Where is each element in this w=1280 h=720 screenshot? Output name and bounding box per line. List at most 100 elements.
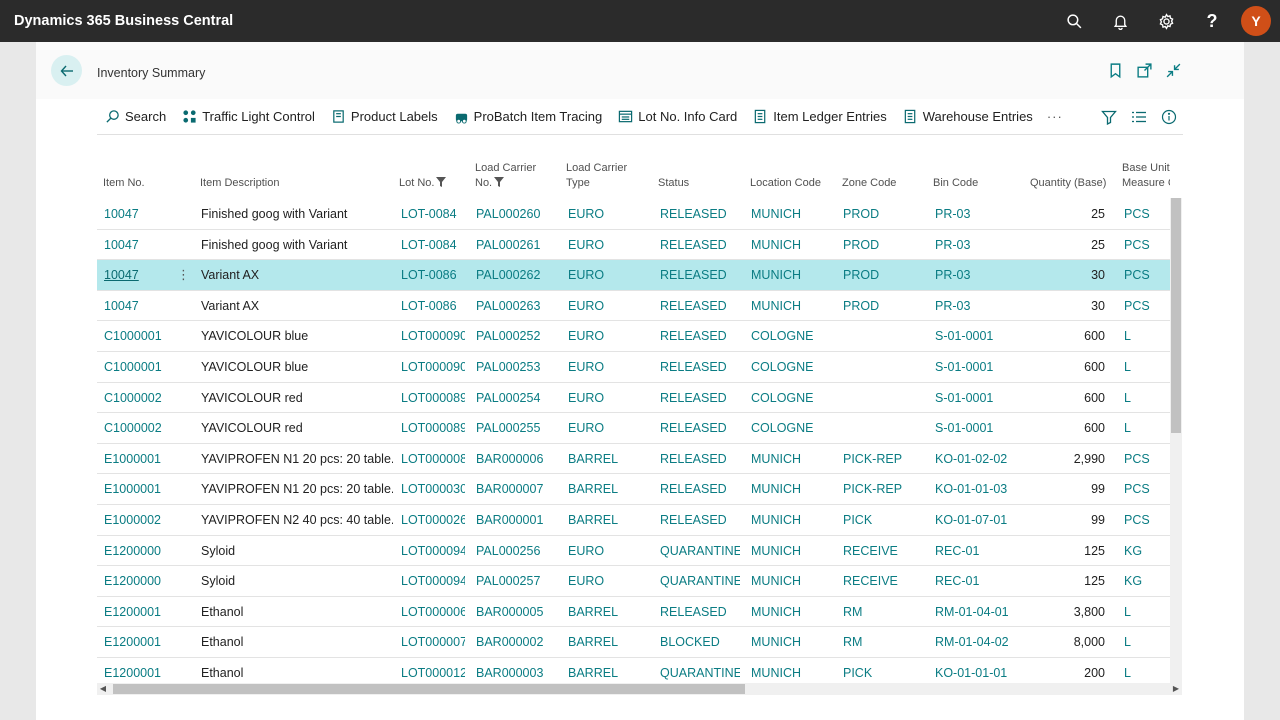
location-code-link[interactable]: MUNICH	[751, 543, 801, 558]
collapse-icon[interactable]	[1165, 62, 1182, 79]
table-row[interactable]: C1000002 YAVICOLOUR red LOT000089 PAL000254…	[97, 383, 1170, 414]
column-header-zone-code[interactable]: Zone Code	[842, 177, 897, 189]
zone-code-link[interactable]: RM	[843, 604, 863, 619]
bin-code-link[interactable]: RM-01-04-01	[935, 604, 1009, 619]
bin-code-link[interactable]: RM-01-04-02	[935, 635, 1009, 650]
base-uom-link[interactable]: PCS	[1124, 237, 1150, 252]
base-uom-link[interactable]: PCS	[1124, 298, 1150, 313]
status-link[interactable]: RELEASED	[660, 512, 727, 527]
load-carrier-no-link[interactable]: PAL000261	[476, 237, 541, 252]
base-uom-link[interactable]: PCS	[1124, 451, 1150, 466]
item-no-link[interactable]: E1000001	[104, 482, 162, 497]
item-ledger-entries-action[interactable]: Item Ledger Entries	[745, 99, 894, 135]
lot-no-link[interactable]: LOT-0084	[401, 207, 457, 221]
base-uom-link[interactable]: L	[1124, 665, 1131, 680]
scroll-right-arrow-icon[interactable]: ▶	[1172, 684, 1180, 693]
product-labels-action[interactable]: Product Labels	[323, 99, 446, 135]
item-no-link[interactable]: E1200000	[104, 574, 162, 589]
item-no-link[interactable]: E1200001	[104, 665, 162, 680]
location-code-link[interactable]: MUNICH	[751, 512, 801, 527]
location-code-link[interactable]: MUNICH	[751, 207, 801, 221]
status-link[interactable]: QUARANTINE	[660, 665, 740, 680]
load-carrier-type-link[interactable]: BARREL	[568, 482, 619, 497]
base-uom-link[interactable]: L	[1124, 390, 1131, 405]
column-header-quantity-base[interactable]: Quantity (Base)	[1030, 177, 1107, 189]
search-icon[interactable]	[1051, 0, 1097, 42]
lot-no-link[interactable]: LOT-0086	[401, 268, 457, 283]
load-carrier-no-link[interactable]: BAR000001	[476, 512, 544, 527]
help-icon[interactable]: ?	[1189, 0, 1235, 42]
location-code-link[interactable]: COLOGNE	[751, 390, 814, 405]
bin-code-link[interactable]: REC-01	[935, 574, 980, 589]
load-carrier-type-link[interactable]: EURO	[568, 359, 605, 374]
bin-code-link[interactable]: KO-01-07-01	[935, 512, 1008, 527]
lot-no-link[interactable]: LOT000008	[401, 451, 465, 466]
column-header-load-carrier-no[interactable]: Load Carrier No.	[475, 162, 537, 189]
bin-code-link[interactable]: KO-01-02-02	[935, 451, 1008, 466]
base-uom-link[interactable]: KG	[1124, 574, 1143, 589]
load-carrier-no-link[interactable]: BAR000002	[476, 635, 544, 650]
filter-icon[interactable]	[1101, 109, 1117, 125]
load-carrier-no-link[interactable]: BAR000003	[476, 665, 544, 680]
table-row[interactable]: E1200000 Syloid LOT000094 PAL000256 EURO QUAR…	[97, 536, 1170, 567]
settings-gear-icon[interactable]	[1143, 0, 1189, 42]
load-carrier-type-link[interactable]: BARREL	[568, 635, 619, 650]
column-header-status[interactable]: Status	[658, 177, 690, 189]
location-code-link[interactable]: MUNICH	[751, 298, 801, 313]
base-uom-link[interactable]: PCS	[1124, 268, 1150, 283]
table-row[interactable]: C1000001 YAVICOLOUR blue LOT000090 PAL00025…	[97, 321, 1170, 352]
item-no-link[interactable]: C1000001	[104, 359, 162, 374]
load-carrier-type-link[interactable]: BARREL	[568, 665, 619, 680]
load-carrier-no-link[interactable]: BAR000006	[476, 451, 544, 466]
item-no-link[interactable]: C1000002	[104, 421, 162, 436]
user-avatar[interactable]: Y	[1241, 6, 1271, 36]
status-link[interactable]: RELEASED	[660, 329, 727, 344]
table-row[interactable]: E1000001 YAVIPROFEN N1 20 pcs: 20 table..…	[97, 444, 1170, 475]
base-uom-link[interactable]: KG	[1124, 543, 1143, 558]
table-row[interactable]: 10047 Variant AX LOT-0086 PAL000263 EURO RELE…	[97, 291, 1170, 322]
location-code-link[interactable]: MUNICH	[751, 635, 801, 650]
horizontal-scrollbar[interactable]: ◀ ▶	[97, 683, 1182, 695]
load-carrier-no-link[interactable]: BAR000007	[476, 482, 544, 497]
load-carrier-type-link[interactable]: EURO	[568, 543, 605, 558]
scroll-left-arrow-icon[interactable]: ◀	[99, 684, 107, 693]
bin-code-link[interactable]: S-01-0001	[935, 390, 994, 405]
item-no-link[interactable]: 10047	[104, 237, 139, 252]
zone-code-link[interactable]: PROD	[843, 268, 880, 283]
zone-code-link[interactable]: PICK-REP	[843, 451, 903, 466]
status-link[interactable]: RELEASED	[660, 237, 727, 252]
column-header-location-code[interactable]: Location Code	[750, 177, 821, 189]
item-no-link[interactable]: C1000002	[104, 390, 162, 405]
lot-no-link[interactable]: LOT000012	[401, 665, 465, 680]
table-row[interactable]: E1200001 Ethanol LOT000012 BAR000003 BARREL Q…	[97, 658, 1170, 683]
location-code-link[interactable]: MUNICH	[751, 604, 801, 619]
status-link[interactable]: RELEASED	[660, 268, 727, 283]
table-row[interactable]: E1200001 Ethanol LOT000006 BAR000005 BARREL R…	[97, 597, 1170, 628]
load-carrier-type-link[interactable]: EURO	[568, 421, 605, 436]
lot-no-link[interactable]: LOT000030	[401, 482, 465, 497]
zone-code-link[interactable]: RM	[843, 635, 863, 650]
back-button[interactable]	[51, 55, 82, 86]
lot-no-link[interactable]: LOT000026	[401, 512, 465, 527]
load-carrier-type-link[interactable]: EURO	[568, 237, 605, 252]
table-row[interactable]: 10047 Finished goog with Variant LOT-0084 P…	[97, 230, 1170, 261]
traffic-light-control-action[interactable]: Traffic Light Control	[174, 99, 323, 135]
item-no-link[interactable]: E1200001	[104, 604, 162, 619]
vertical-scrollbar[interactable]	[1170, 198, 1182, 683]
lot-no-link[interactable]: LOT000090	[401, 359, 465, 374]
load-carrier-no-link[interactable]: BAR000005	[476, 604, 544, 619]
base-uom-link[interactable]: L	[1124, 421, 1131, 436]
base-uom-link[interactable]: PCS	[1124, 512, 1150, 527]
probatch-item-tracing-action[interactable]: ProBatch Item Tracing	[446, 99, 611, 135]
lot-no-info-card-action[interactable]: Lot No. Info Card	[610, 99, 745, 135]
lot-no-link[interactable]: LOT000094	[401, 574, 465, 589]
list-view-icon[interactable]	[1131, 109, 1147, 125]
location-code-link[interactable]: COLOGNE	[751, 359, 814, 374]
location-code-link[interactable]: MUNICH	[751, 665, 801, 680]
item-no-link[interactable]: C1000001	[104, 329, 162, 344]
column-header-lot-no[interactable]: Lot No.	[399, 176, 447, 191]
lot-no-link[interactable]: LOT000007	[401, 635, 465, 650]
location-code-link[interactable]: MUNICH	[751, 574, 801, 589]
status-link[interactable]: RELEASED	[660, 482, 727, 497]
load-carrier-no-link[interactable]: PAL000254	[476, 390, 541, 405]
